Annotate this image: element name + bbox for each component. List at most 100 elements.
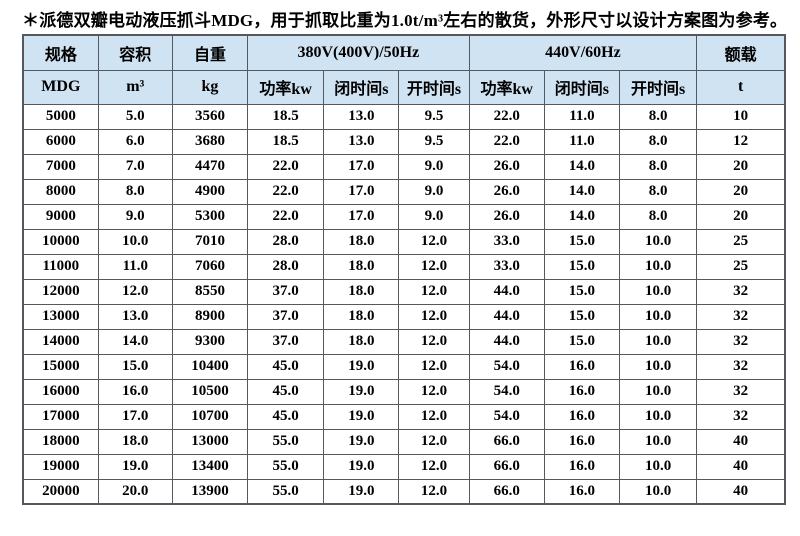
table-cell: 32 — [696, 403, 786, 430]
table-cell: 18.0 — [323, 278, 400, 305]
table-cell: 12.0 — [398, 353, 470, 380]
table-cell: 15000 — [22, 353, 99, 380]
header-group-row: 规格 容积 自重 380V(400V)/50Hz 440V/60Hz 额载 — [22, 34, 786, 71]
table-cell: 54.0 — [468, 403, 545, 430]
table-cell: 12.0 — [398, 478, 470, 505]
table-row: 19000 19.0 13400 55.0 19.0 12.0 66.0 16.0 10.0 40 — [22, 453, 786, 480]
table-cell: 8.0 — [97, 178, 173, 205]
table-cell: 44.0 — [468, 303, 545, 330]
table-cell: 8.0 — [618, 178, 698, 205]
table-cell: 32 — [696, 353, 786, 380]
table-cell: 37.0 — [247, 328, 325, 355]
table-row: 13000 13.0 8900 37.0 18.0 12.0 44.0 15.0 10.0 32 — [22, 303, 786, 330]
table-cell: 13900 — [171, 478, 249, 505]
table-cell: 7.0 — [97, 153, 173, 180]
table-cell: 8900 — [171, 303, 249, 330]
header-unit-m3: m³ — [97, 69, 173, 105]
table-cell: 10.0 — [618, 278, 698, 305]
table-cell: 14000 — [22, 328, 99, 355]
header-unit-power-60hz: 功率kw — [468, 69, 545, 105]
table-cell: 16.0 — [543, 403, 621, 430]
table-cell: 15.0 — [543, 278, 621, 305]
table-cell: 20 — [696, 153, 786, 180]
table-cell: 17.0 — [323, 203, 400, 230]
table-cell: 22.0 — [468, 103, 545, 130]
table-row: 12000 12.0 8550 37.0 18.0 12.0 44.0 15.0 10.0 32 — [22, 278, 786, 305]
table-cell: 17.0 — [97, 403, 173, 430]
table-cell: 12.0 — [398, 303, 470, 330]
table-row: 17000 17.0 10700 45.0 19.0 12.0 54.0 16.0 10.0 32 — [22, 403, 786, 430]
header-unit-row: MDG m³ kg 功率kw 闭时间s 开时间s 功率kw 闭时间s 开时间s … — [22, 69, 786, 105]
table-cell: 14.0 — [543, 203, 621, 230]
table-cell: 22.0 — [247, 153, 325, 180]
table-row: 6000 6.0 3680 18.5 13.0 9.5 22.0 11.0 8.0 12 — [22, 128, 786, 155]
table-cell: 5.0 — [97, 103, 173, 130]
header-unit-t: t — [696, 69, 786, 105]
table-row: 10000 10.0 7010 28.0 18.0 12.0 33.0 15.0 10.0 25 — [22, 228, 786, 255]
table-cell: 16.0 — [543, 453, 621, 480]
table-cell: 18.0 — [323, 228, 400, 255]
table-cell: 4470 — [171, 153, 249, 180]
header-spec: 规格 — [22, 34, 99, 71]
table-cell: 33.0 — [468, 253, 545, 280]
table-cell: 17000 — [22, 403, 99, 430]
table-cell: 7010 — [171, 228, 249, 255]
table-cell: 9000 — [22, 203, 99, 230]
table-cell: 32 — [696, 328, 786, 355]
table-cell: 16.0 — [543, 478, 621, 505]
table-cell: 13400 — [171, 453, 249, 480]
table-cell: 7000 — [22, 153, 99, 180]
table-cell: 18.5 — [247, 103, 325, 130]
table-cell: 40 — [696, 478, 786, 505]
table-cell: 45.0 — [247, 403, 325, 430]
table-cell: 55.0 — [247, 428, 325, 455]
table-cell: 17.0 — [323, 153, 400, 180]
table-cell: 11000 — [22, 253, 99, 280]
header-unit-kg: kg — [171, 69, 249, 105]
table-cell: 5000 — [22, 103, 99, 130]
table-cell: 14.0 — [543, 153, 621, 180]
header-unit-close-60hz: 闭时间s — [543, 69, 621, 105]
table-cell: 37.0 — [247, 278, 325, 305]
table-cell: 8000 — [22, 178, 99, 205]
table-cell: 10.0 — [618, 228, 698, 255]
table-cell: 12.0 — [97, 278, 173, 305]
table-cell: 13000 — [22, 303, 99, 330]
table-cell: 12 — [696, 128, 786, 155]
table-cell: 44.0 — [468, 328, 545, 355]
table-cell: 44.0 — [468, 278, 545, 305]
table-cell: 16.0 — [97, 378, 173, 405]
table-cell: 7060 — [171, 253, 249, 280]
table-body: 5000 5.0 3560 18.5 13.0 9.5 22.0 11.0 8.0 10 6000 6… — [22, 103, 786, 505]
table-cell: 5300 — [171, 203, 249, 230]
header-unit-mdg: MDG — [22, 69, 99, 105]
table-cell: 10.0 — [618, 478, 698, 505]
table-cell: 10.0 — [618, 253, 698, 280]
table-cell: 19.0 — [323, 403, 400, 430]
table-cell: 12.0 — [398, 378, 470, 405]
table-cell: 16000 — [22, 378, 99, 405]
table-cell: 10700 — [171, 403, 249, 430]
table-cell: 16.0 — [543, 378, 621, 405]
table-header: 规格 容积 自重 380V(400V)/50Hz 440V/60Hz 额载 MD… — [22, 34, 786, 105]
table-cell: 18000 — [22, 428, 99, 455]
table-cell: 33.0 — [468, 228, 545, 255]
table-cell: 18.0 — [323, 303, 400, 330]
table-cell: 10.0 — [618, 353, 698, 380]
header-unit-open-60hz: 开时间s — [618, 69, 698, 105]
table-cell: 66.0 — [468, 453, 545, 480]
table-cell: 3680 — [171, 128, 249, 155]
table-cell: 13.0 — [323, 103, 400, 130]
table-cell: 13.0 — [97, 303, 173, 330]
table-cell: 45.0 — [247, 378, 325, 405]
table-cell: 66.0 — [468, 478, 545, 505]
table-cell: 14.0 — [543, 178, 621, 205]
table-cell: 15.0 — [543, 303, 621, 330]
table-cell: 55.0 — [247, 478, 325, 505]
table-cell: 15.0 — [543, 253, 621, 280]
table-cell: 18.5 — [247, 128, 325, 155]
table-cell: 19.0 — [97, 453, 173, 480]
table-cell: 54.0 — [468, 353, 545, 380]
header-50hz-group: 380V(400V)/50Hz — [247, 34, 470, 71]
